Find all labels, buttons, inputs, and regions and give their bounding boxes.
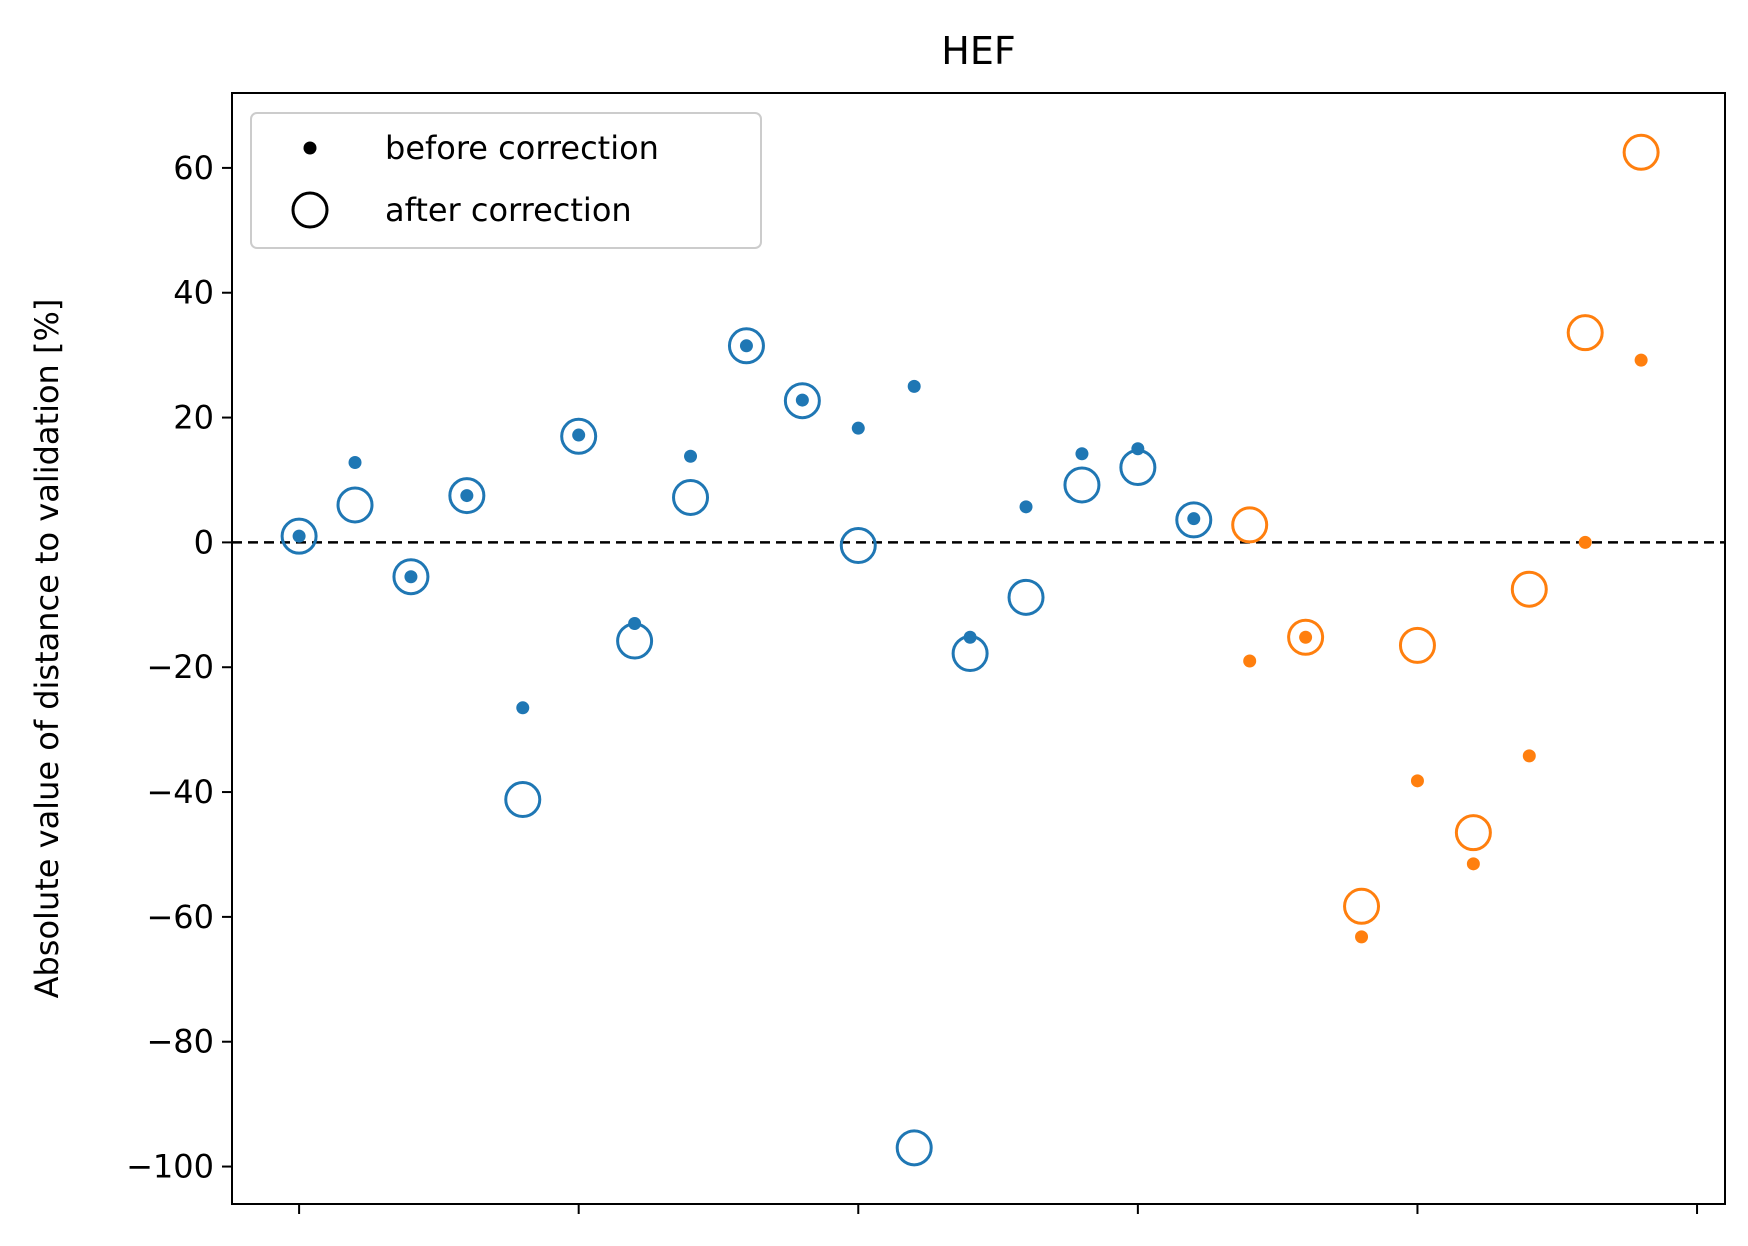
after-correction-point (280, 517, 318, 555)
before-correction-point (1466, 857, 1480, 871)
y-tick-label: 60 (173, 149, 214, 187)
before-correction-point (684, 449, 698, 463)
after-correction-point (1231, 506, 1269, 544)
legend-label: before correction (385, 129, 659, 167)
after-correction-point (1454, 814, 1492, 852)
before-correction-point (795, 393, 809, 407)
after-correction-point (1287, 618, 1325, 656)
y-tick-label: −20 (146, 648, 214, 686)
legend-marker-before (303, 141, 317, 155)
axes-frame (231, 92, 1726, 1205)
y-tick-label: 0 (194, 523, 214, 561)
before-correction-point (1355, 930, 1369, 944)
after-correction-point (839, 527, 877, 565)
legend-marker-after (291, 191, 329, 229)
chart-title: HEF (941, 29, 1015, 73)
before-correction-point (1131, 442, 1145, 456)
before-correction-point (628, 617, 642, 631)
before-correction-point (907, 379, 921, 393)
before-correction-point (1299, 630, 1313, 644)
after-correction-point (1398, 626, 1436, 664)
before-correction-point (292, 529, 306, 543)
after-correction-point (783, 382, 821, 420)
after-correction-point (1566, 314, 1604, 352)
after-correction-point (336, 486, 374, 524)
before-correction-point (1634, 353, 1648, 367)
y-tick-label: −100 (126, 1148, 214, 1186)
before-correction-point (516, 701, 530, 715)
before-correction-point (348, 456, 362, 470)
before-correction-point (1578, 535, 1592, 549)
y-tick-label: 20 (173, 399, 214, 437)
before-correction-point (1243, 654, 1257, 668)
legend-frame (250, 112, 762, 249)
after-correction-point (672, 478, 710, 516)
y-tick-label: 40 (173, 274, 214, 312)
after-correction-point (392, 558, 430, 596)
after-correction-point (1510, 570, 1548, 608)
y-tick-label: −60 (146, 898, 214, 936)
y-axis-label: Absolute value of distance to validation… (28, 299, 66, 999)
legend: before correction after correction (250, 112, 762, 249)
before-correction-point (739, 339, 753, 353)
after-correction-point (1175, 501, 1213, 539)
before-correction-point (460, 489, 474, 503)
legend-label: after correction (385, 191, 632, 229)
before-correction-point (1187, 512, 1201, 526)
y-tick-label: −40 (146, 773, 214, 811)
after-correction-point (1007, 578, 1045, 616)
y-tick-label: −80 (146, 1023, 214, 1061)
after-correction-point (895, 1129, 933, 1167)
before-correction-point (572, 428, 586, 442)
before-correction-point (1019, 500, 1033, 514)
after-correction-point (448, 477, 486, 515)
after-correction-point (504, 781, 542, 819)
before-correction-point (404, 570, 418, 584)
after-correction-point (1343, 887, 1381, 925)
after-correction-point (727, 327, 765, 365)
after-correction-point (1622, 133, 1660, 171)
after-correction-point (560, 417, 598, 455)
after-correction-point (1063, 466, 1101, 504)
before-correction-point (1410, 774, 1424, 788)
before-correction-point (1075, 447, 1089, 461)
plot-area: −100 −80 −60 −40 −20 0 20 40 60 (126, 92, 1726, 1214)
before-correction-point (851, 421, 865, 435)
before-correction-point (963, 630, 977, 644)
before-correction-point (1522, 749, 1536, 763)
